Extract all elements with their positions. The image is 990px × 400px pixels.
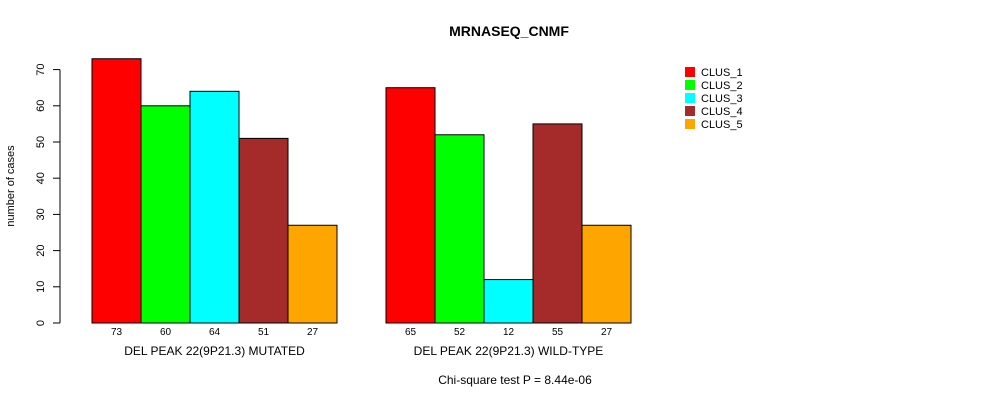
bar-count-label: 51 (258, 327, 270, 338)
bar-count-label: 73 (111, 327, 123, 338)
y-tick-label: 10 (35, 281, 47, 293)
y-tick-label: 40 (35, 172, 47, 184)
legend-label: CLUS_4 (701, 106, 743, 118)
legend-label: CLUS_2 (701, 80, 743, 92)
group-label: DEL PEAK 22(9P21.3) MUTATED (124, 344, 305, 358)
y-tick-label: 0 (35, 320, 47, 326)
legend-swatch (685, 67, 695, 77)
count-labels: 73 60 64 51 27 65 52 12 55 27 (111, 327, 613, 338)
group-labels: DEL PEAK 22(9P21.3) MUTATED DEL PEAK 22(9… (124, 344, 603, 358)
y-axis-label: number of cases (5, 145, 17, 227)
bar-clus-4 (238, 137, 289, 324)
y-axis: 0 10 20 30 40 50 60 70 (35, 63, 61, 326)
y-tick-label: 20 (35, 244, 47, 256)
bar-clus-5 (287, 224, 338, 324)
legend-swatch (685, 106, 695, 116)
bar-count-label: 27 (601, 327, 613, 338)
y-tick-label: 30 (35, 208, 47, 220)
bar-clus-1 (91, 58, 142, 324)
bars (91, 58, 632, 324)
legend-swatch (685, 80, 695, 90)
legend-label: CLUS_5 (701, 119, 743, 131)
bar-count-label: 64 (209, 327, 221, 338)
legend-swatch (685, 119, 695, 129)
bar-clus-2 (140, 105, 191, 324)
chart-title: MRNASEQ_CNMF (449, 23, 569, 39)
bar-clus-5 (581, 224, 632, 324)
legend-label: CLUS_1 (701, 67, 743, 79)
bar-clus-1 (385, 87, 436, 324)
bar-count-label: 55 (552, 327, 564, 338)
group-label: DEL PEAK 22(9P21.3) WILD-TYPE (414, 344, 604, 358)
y-tick-label: 50 (35, 136, 47, 148)
bar-count-label: 65 (405, 327, 417, 338)
bar-clus-4 (532, 123, 583, 324)
chi-square-caption: Chi-square test P = 8.44e-06 (438, 373, 592, 387)
bar-count-label: 27 (307, 327, 319, 338)
bar-clus-3 (483, 279, 534, 324)
y-tick-label: 70 (35, 63, 47, 75)
bar-count-label: 60 (160, 327, 172, 338)
bar-count-label: 52 (454, 327, 466, 338)
legend-label: CLUS_3 (701, 93, 743, 105)
legend-swatch (685, 93, 695, 103)
bar-count-label: 12 (503, 327, 515, 338)
bar-clus-3 (189, 90, 240, 324)
y-tick-label: 60 (35, 100, 47, 112)
bar-clus-2 (434, 134, 485, 324)
